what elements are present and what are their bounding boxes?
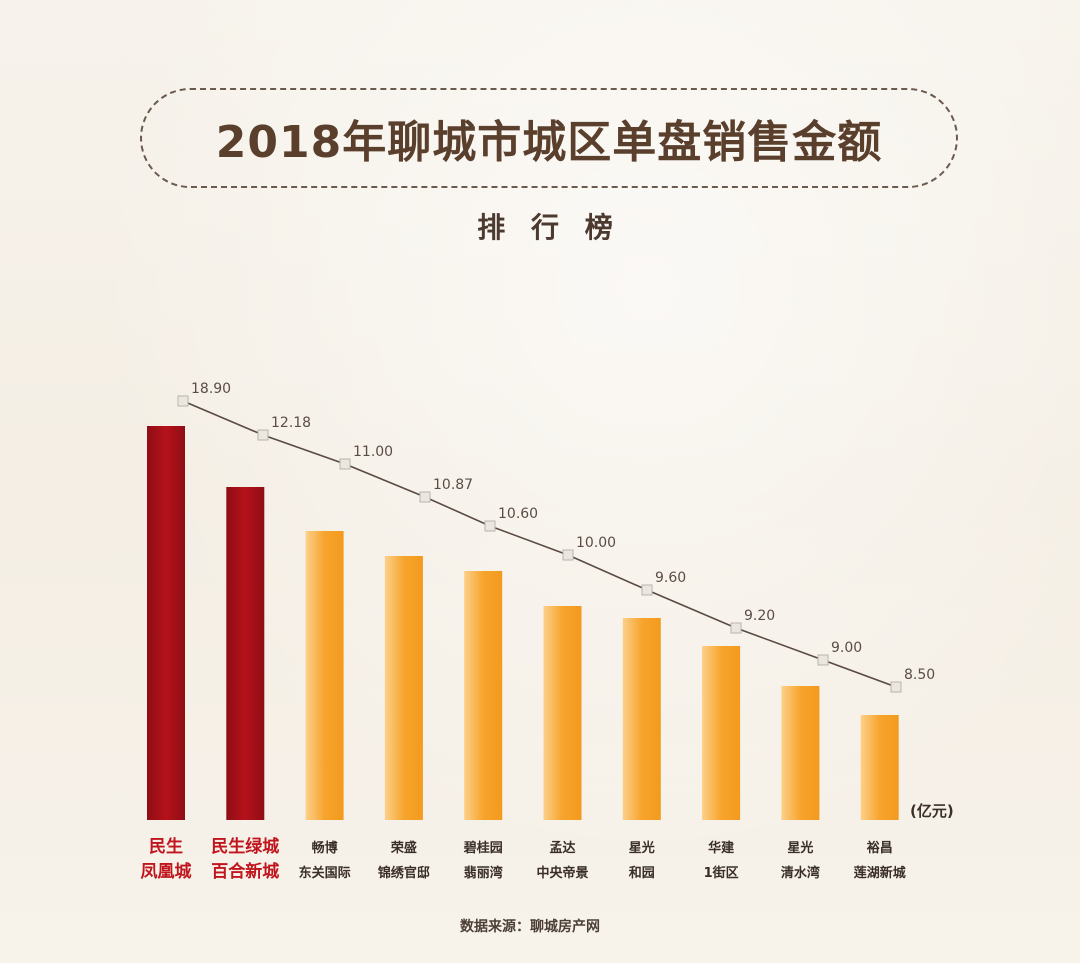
category-label-7-1: 星光 (629, 840, 655, 856)
bar-1 (147, 426, 185, 820)
value-marker-1 (177, 395, 189, 407)
category-label-5-2: 翡丽湾 (464, 865, 503, 881)
bar-5 (464, 571, 503, 820)
category-label-3-2: 东关国际 (299, 865, 351, 881)
category-label-8-1: 华建 (708, 840, 734, 856)
chart-title: 2018年聊城市城区单盘销售金额 (215, 117, 883, 168)
category-label-6-1: 孟达 (549, 840, 575, 856)
value-label-4: 10.87 (433, 477, 473, 493)
bar-7 (622, 618, 661, 820)
bar-6 (543, 606, 582, 820)
value-marker-2 (257, 429, 269, 441)
category-label-2-1: 民生绿城 (211, 836, 279, 857)
category-label-4-1: 荣盛 (390, 840, 417, 856)
value-label-2: 12.18 (271, 415, 311, 431)
bar-8 (702, 646, 741, 820)
bar-2 (226, 487, 265, 820)
value-label-3: 11.00 (353, 444, 393, 460)
value-marker-3 (339, 458, 351, 470)
category-label-10-2: 莲湖新城 (854, 865, 906, 881)
value-label-1: 18.90 (191, 381, 231, 397)
value-label-8: 9.20 (744, 608, 775, 624)
value-marker-10 (890, 681, 902, 693)
bar-4 (384, 556, 423, 820)
category-label-6-2: 中央帝景 (536, 865, 588, 881)
category-label-8-2: 1街区 (704, 865, 739, 881)
value-marker-5 (484, 520, 496, 532)
value-marker-8 (730, 622, 742, 634)
category-label-4-2: 锦绣官邸 (378, 865, 430, 881)
value-label-9: 9.00 (831, 640, 862, 656)
category-label-1-2: 凤凰城 (141, 862, 192, 882)
unit-label: (亿元) (910, 802, 954, 820)
category-label-7-2: 和园 (629, 865, 655, 881)
value-label-7: 9.60 (655, 570, 686, 586)
category-label-2-2: 百合新城 (211, 861, 279, 882)
value-marker-9 (817, 654, 829, 666)
category-label-5-1: 碧桂园 (463, 840, 503, 856)
value-marker-7 (641, 584, 653, 596)
value-marker-4 (419, 491, 431, 503)
value-label-6: 10.00 (576, 535, 616, 551)
category-label-9-1: 星光 (787, 840, 813, 856)
category-label-9-2: 清水湾 (781, 865, 820, 881)
bar-10 (860, 715, 899, 820)
title-frame (140, 88, 958, 188)
value-label-10: 8.50 (904, 667, 935, 683)
bar-3 (305, 531, 344, 820)
bar-9 (781, 686, 820, 820)
value-marker-6 (562, 549, 574, 561)
category-label-3-1: 畅博 (312, 840, 338, 856)
chart-subtitle: 排 行 榜 (477, 211, 621, 244)
value-label-5: 10.60 (498, 506, 538, 522)
data-source: 数据来源：聊城房产网 (460, 919, 600, 935)
trend-line (182, 400, 897, 688)
category-label-10-1: 裕昌 (866, 840, 893, 856)
category-label-1-1: 民生 (149, 836, 183, 857)
